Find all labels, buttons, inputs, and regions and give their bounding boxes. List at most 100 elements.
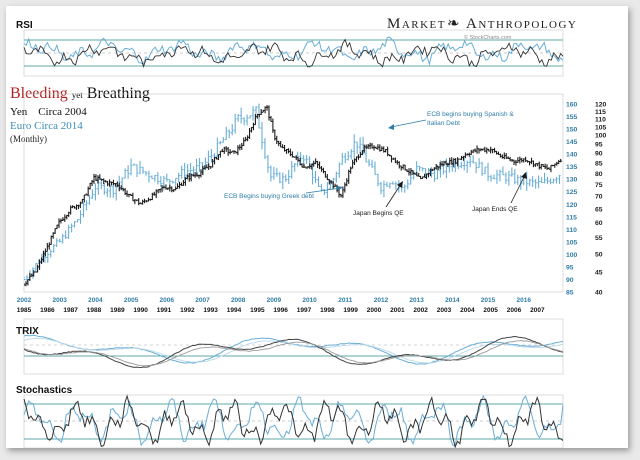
euro-bar — [394, 181, 398, 190]
yen-bar — [254, 113, 257, 126]
brand-title-right: Anthropology — [466, 16, 577, 32]
euro-bar — [278, 172, 282, 184]
euro-year-label: 2010 — [302, 297, 317, 304]
euro-bar — [543, 172, 546, 184]
euro-bar — [338, 162, 341, 178]
euro-bar — [248, 115, 252, 119]
euro-bar — [320, 183, 323, 192]
yen-bar — [559, 159, 562, 163]
euro-axis-tick: 100 — [566, 252, 578, 259]
yen-bar — [475, 145, 479, 154]
legend-yen-label: Yen Circa 2004 — [10, 106, 87, 118]
euro-bar — [504, 172, 508, 184]
euro-bar — [349, 149, 353, 160]
euro-bar — [558, 174, 561, 184]
euro-axis-tick: 140 — [566, 152, 578, 159]
yen-bar — [242, 137, 246, 147]
euro-bar — [513, 169, 517, 185]
yen-bar — [349, 166, 352, 174]
euro-bar — [260, 121, 264, 150]
trix-yen-line — [23, 335, 564, 369]
euro-year-label: 2016 — [517, 297, 532, 304]
yen-bar — [537, 161, 541, 170]
euro-bar — [159, 176, 163, 187]
yen-bar — [397, 161, 401, 169]
yen-bar — [63, 214, 67, 222]
euro-bar — [156, 172, 160, 185]
yen-bar — [59, 218, 63, 224]
euro-bar — [219, 140, 222, 145]
yen-bar — [287, 148, 290, 154]
euro-year-label: 2007 — [195, 297, 210, 304]
yen-bar — [501, 154, 504, 159]
yen-bar — [442, 160, 446, 166]
euro-bar — [138, 160, 142, 175]
euro-bar — [224, 126, 228, 141]
euro-bar — [251, 106, 255, 121]
euro-bar — [465, 160, 469, 173]
yen-bar — [252, 122, 255, 131]
euro-bar — [358, 137, 362, 154]
yen-axis-tick: 80 — [595, 171, 603, 178]
yen-year-label: 1993 — [203, 307, 218, 314]
euro-bar — [373, 161, 377, 176]
yen-axis-tick: 70 — [595, 194, 603, 201]
annotation-japan-ends-arrow — [510, 174, 526, 204]
euro-year-label: 2008 — [231, 297, 246, 304]
yen-year-label: 2002 — [413, 307, 428, 314]
euro-bar — [480, 161, 484, 176]
euro-bar — [492, 174, 496, 180]
yen-bar — [543, 163, 547, 170]
euro-bar — [55, 238, 59, 247]
yen-bar — [516, 157, 520, 163]
yen-bar — [485, 147, 489, 154]
yen-bar — [499, 153, 502, 158]
euro-bar — [189, 163, 192, 178]
euro-bar — [108, 184, 112, 198]
euro-bar — [510, 167, 514, 177]
euro-bar — [263, 138, 267, 160]
euro-bar — [180, 165, 183, 179]
euro-bar — [287, 169, 291, 185]
euro-bar — [364, 149, 368, 163]
euro-bar — [284, 174, 288, 182]
euro-bar — [483, 166, 487, 175]
euro-bar — [495, 169, 499, 184]
headline-block: Bleeding yet Breathing Yen Circa 2004 Eu… — [10, 85, 150, 144]
yen-bar — [473, 148, 477, 153]
yen-year-label: 1985 — [17, 307, 32, 314]
euro-bar — [25, 275, 29, 283]
yen-bar — [131, 192, 135, 202]
yen-axis-tick: 105 — [595, 124, 607, 131]
yen-bar — [417, 172, 421, 177]
euro-bar — [52, 244, 56, 253]
euro-bar — [361, 136, 365, 155]
euro-bar — [58, 238, 61, 243]
euro-bar — [418, 165, 421, 172]
euro-bar — [385, 181, 389, 187]
yen-year-label: 1990 — [133, 307, 148, 314]
euro-bar — [76, 219, 79, 223]
euro-bar — [382, 180, 386, 198]
euro-bar — [254, 106, 258, 114]
yen-bar — [518, 156, 522, 164]
euro-bar — [534, 178, 537, 189]
euro-bar — [221, 137, 225, 143]
euro-axis-tick: 110 — [566, 227, 577, 234]
euro-bar — [73, 220, 76, 228]
euro-bar — [355, 141, 359, 154]
euro-bar — [537, 175, 540, 189]
yen-bar — [86, 186, 90, 197]
euro-bar — [153, 174, 157, 182]
euro-axis-tick: 150 — [566, 127, 578, 134]
euro-bar — [105, 188, 109, 198]
euro-bar — [192, 166, 195, 176]
yen-bar — [90, 179, 94, 187]
euro-bar — [272, 166, 276, 180]
yen-bar — [267, 105, 271, 121]
yen-bar — [269, 115, 273, 123]
yen-year-label: 1992 — [180, 307, 195, 314]
yen-axis-tick: 115 — [595, 109, 606, 116]
yen-bar — [240, 142, 244, 150]
